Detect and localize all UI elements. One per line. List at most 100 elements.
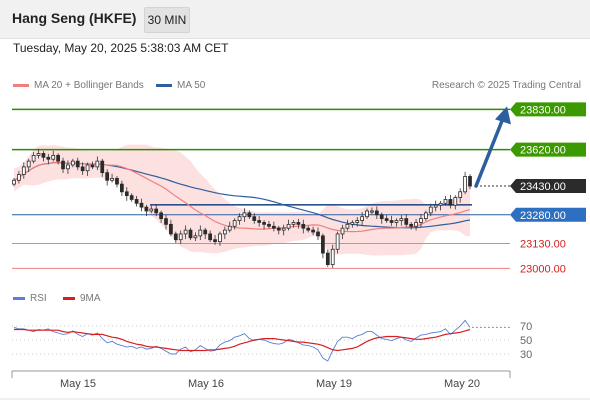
candle-body (90, 164, 95, 168)
candle (463, 171, 467, 195)
candle (41, 151, 46, 162)
candle-body (262, 222, 266, 225)
candle (222, 226, 227, 240)
candle-body (272, 225, 276, 229)
candle-body (330, 248, 335, 265)
candle-body (198, 229, 203, 237)
candle (345, 219, 350, 231)
candle (340, 224, 345, 240)
candle (365, 208, 369, 219)
candle (110, 173, 114, 183)
candle (443, 196, 448, 206)
level-label-resistance-1: 23620.00 (520, 145, 566, 157)
candle (51, 150, 56, 162)
candle (433, 200, 438, 212)
candle (169, 219, 173, 237)
candle (335, 231, 340, 254)
candle (134, 196, 139, 207)
candle-body (56, 154, 60, 162)
candle-body (286, 223, 291, 229)
candle-body (115, 177, 119, 185)
candle (374, 206, 379, 219)
candle (296, 218, 301, 229)
candle-body (409, 223, 414, 227)
legend-ma50-label: MA 50 (177, 80, 206, 91)
candle-body (335, 233, 340, 250)
bollinger-band (14, 144, 470, 256)
candle-body (232, 220, 237, 227)
candle-body (129, 195, 134, 200)
candle (124, 187, 129, 201)
ma50-swatch (156, 83, 172, 87)
candle-body (394, 220, 399, 223)
candle (139, 198, 144, 212)
level-label-support-4: 23130.00 (520, 239, 566, 251)
level-label-last-2: 23430.00 (520, 181, 566, 193)
candle-body (218, 233, 222, 243)
candle-body (374, 210, 379, 216)
candle-body (414, 222, 418, 227)
candle (242, 208, 247, 222)
candle-body (340, 227, 345, 235)
candle-body (227, 225, 232, 231)
candle (26, 158, 31, 173)
candle (379, 212, 384, 224)
candle (120, 180, 124, 197)
rsi-series-rsi (13, 319, 471, 362)
candle (247, 210, 252, 219)
candle-body (311, 229, 315, 233)
candle-body (51, 154, 56, 160)
candle (419, 214, 423, 228)
candle-body (203, 229, 208, 235)
level-label-pivot-3: 23280.00 (520, 210, 566, 222)
candle-body (120, 183, 124, 193)
candle (154, 204, 159, 217)
candle-body (173, 233, 178, 241)
candle-body (252, 216, 257, 221)
candle (95, 156, 100, 171)
candle-body (41, 153, 46, 158)
candle-body (183, 229, 188, 235)
candle-body (31, 154, 36, 162)
candle-body (61, 160, 65, 170)
candle-body (85, 164, 90, 172)
timeframe-button[interactable]: 30 MIN (144, 7, 190, 33)
candle (227, 221, 232, 233)
candle-body (370, 210, 374, 213)
candle-body (365, 210, 369, 218)
candle (389, 215, 394, 226)
candle (414, 218, 418, 231)
candle (149, 205, 154, 214)
x-axis-label: May 19 (316, 378, 352, 390)
forecast-arrow-shaft (474, 116, 505, 188)
candle-body (178, 233, 183, 241)
candle-body (267, 223, 271, 227)
candle-body (237, 216, 242, 221)
candle-body (188, 229, 193, 239)
candle-body (404, 218, 409, 225)
candle-body (213, 239, 217, 242)
candle-body (463, 176, 467, 193)
candle-body (139, 202, 144, 208)
candle-body (70, 160, 75, 166)
candle (85, 162, 90, 176)
legend-ma20: MA 20 + Bollinger Bands (13, 80, 144, 91)
candle (384, 215, 389, 223)
rsi-swatch (13, 296, 25, 300)
x-axis-label: May 15 (60, 378, 96, 390)
legend-9ma: 9MA (63, 293, 101, 304)
candle-body (95, 160, 100, 168)
candle-body (124, 191, 129, 197)
candle-body (134, 199, 139, 204)
candle (115, 176, 119, 188)
candle (311, 226, 315, 236)
candle-body (149, 208, 154, 212)
source-credit: Research © 2025 Trading Central (431, 80, 581, 91)
candle (80, 162, 85, 175)
candle (355, 217, 360, 227)
candle (262, 220, 266, 230)
candle (31, 151, 36, 164)
level-tag-resistance-1 (510, 142, 586, 157)
candle (276, 225, 281, 235)
candle (12, 177, 16, 187)
